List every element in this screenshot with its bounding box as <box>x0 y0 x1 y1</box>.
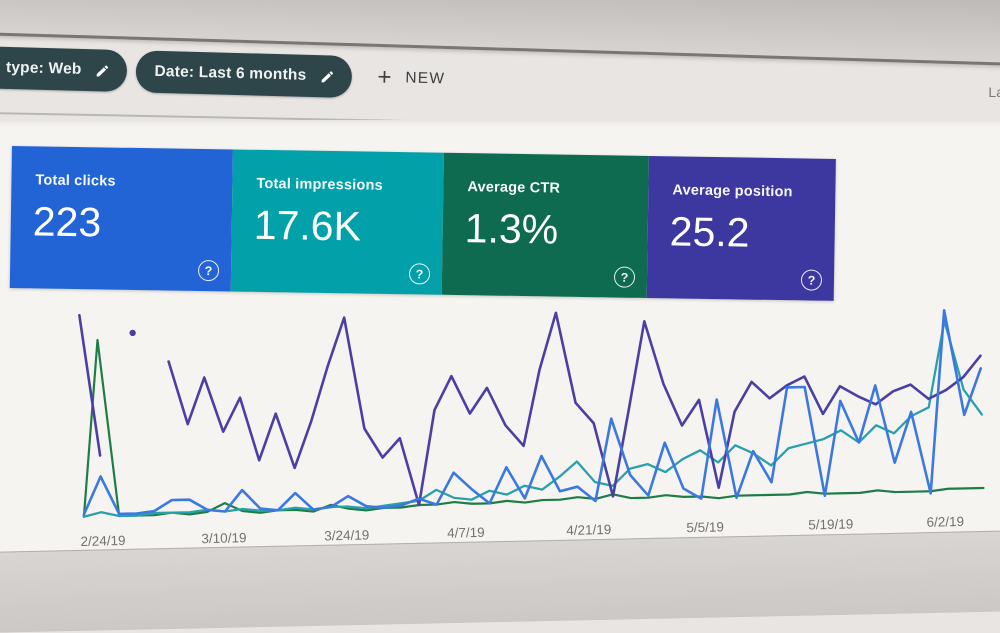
help-icon[interactable]: ? <box>197 259 220 282</box>
filter-chip-search-type[interactable]: type: Web <box>0 46 128 93</box>
card-value: 1.3% <box>464 205 559 253</box>
x-tick-label: 4/7/19 <box>446 524 485 541</box>
last-updated-partial-text: La <box>988 84 1000 100</box>
new-filter-label: NEW <box>405 69 446 88</box>
card-label: Average CTR <box>467 179 561 197</box>
filter-chip-label: type: Web <box>5 58 82 78</box>
x-tick-label: 4/21/19 <box>566 521 612 538</box>
pencil-icon[interactable] <box>94 63 109 78</box>
new-filter-button[interactable]: + NEW <box>377 63 446 92</box>
x-tick-label: 3/24/19 <box>324 527 370 544</box>
x-tick-label: 3/10/19 <box>201 530 247 547</box>
card-average-ctr[interactable]: Average CTR 1.3% ? <box>441 152 649 298</box>
x-tick-label: 5/19/19 <box>808 516 854 533</box>
card-value: 17.6K <box>253 201 362 250</box>
performance-chart: 2/24/19 3/10/19 3/24/19 4/7/19 4/21/19 5… <box>75 283 991 562</box>
card-value: 223 <box>32 198 102 246</box>
chart-plot-area <box>78 309 985 518</box>
plus-icon: + <box>377 63 392 92</box>
metric-cards-row: Total clicks 223 ? Total impressions 17.… <box>9 146 836 301</box>
card-total-impressions[interactable]: Total impressions 17.6K ? <box>230 149 444 295</box>
filter-chip-date-range[interactable]: Date: Last 6 months <box>134 50 352 98</box>
card-value: 25.2 <box>669 208 750 256</box>
card-label: Total clicks <box>35 172 116 190</box>
card-label: Total impressions <box>256 175 383 194</box>
help-icon[interactable]: ? <box>613 266 636 288</box>
card-label: Average position <box>672 182 793 201</box>
filter-bar: type: Web Date: Last 6 months + NEW <box>0 46 446 100</box>
card-total-clicks[interactable]: Total clicks 223 ? <box>9 146 233 292</box>
x-tick-label: 6/2/19 <box>926 513 965 530</box>
card-average-position[interactable]: Average position 25.2 ? <box>646 156 836 301</box>
x-tick-label: 5/5/19 <box>686 519 725 536</box>
x-tick-label: 2/24/19 <box>80 532 126 549</box>
filter-chip-label: Date: Last 6 months <box>154 62 307 84</box>
pencil-icon[interactable] <box>319 69 334 84</box>
help-icon[interactable]: ? <box>408 263 431 285</box>
